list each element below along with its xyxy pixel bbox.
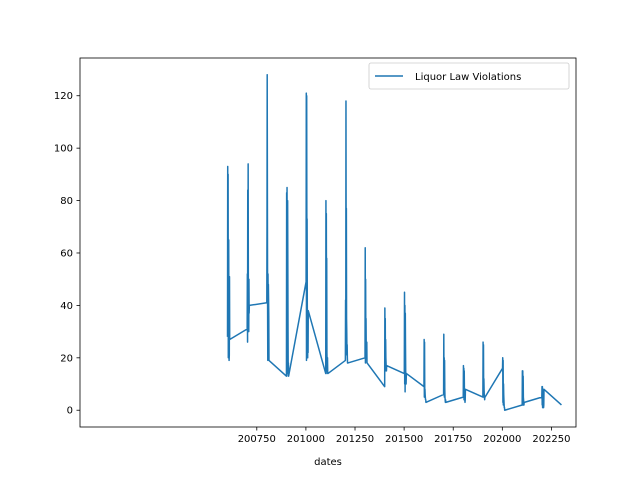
y-axis: 0 20 40 60 80 100 120 xyxy=(54,91,80,417)
y-tick-label: 80 xyxy=(60,196,73,207)
legend-label: Liquor Law Violations xyxy=(415,72,521,83)
axes-frame xyxy=(79,57,577,428)
legend-box xyxy=(368,62,570,90)
x-tick-label: 200750 xyxy=(238,434,276,445)
x-axis: 200750 201000 201250 201500 201750 202000 2022… xyxy=(238,427,571,445)
series-line-liquor-law-violations xyxy=(226,74,562,411)
plot-area xyxy=(226,74,562,411)
x-tick-label: 201250 xyxy=(336,434,374,445)
legend: Liquor Law Violations xyxy=(368,62,570,90)
y-tick-label: 120 xyxy=(54,91,73,102)
x-tick-label: 202000 xyxy=(483,434,521,445)
x-tick-label: 201000 xyxy=(287,434,325,445)
y-tick-label: 60 xyxy=(60,248,73,259)
y-tick-label: 20 xyxy=(60,353,73,364)
x-tick-label: 201500 xyxy=(385,434,423,445)
x-tick-label: 201750 xyxy=(434,434,472,445)
y-tick-label: 100 xyxy=(54,144,73,155)
x-axis-label: dates xyxy=(314,457,342,468)
y-tick-label: 40 xyxy=(60,301,73,312)
y-tick-label: 0 xyxy=(67,406,73,417)
x-tick-label: 202250 xyxy=(532,434,570,445)
